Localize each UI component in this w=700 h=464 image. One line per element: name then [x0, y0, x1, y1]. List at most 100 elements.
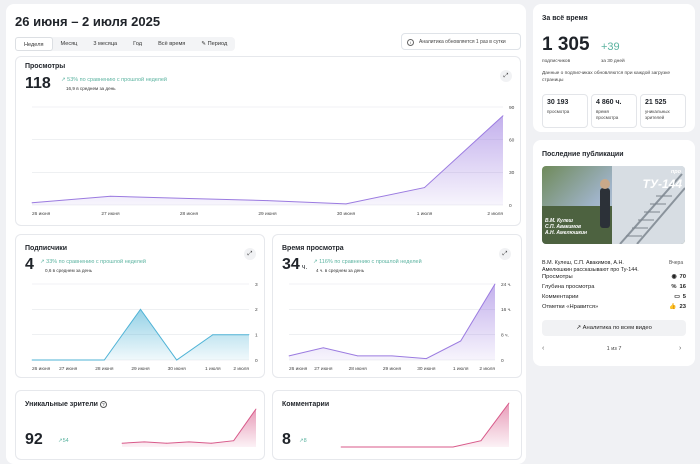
data-point	[340, 446, 342, 448]
comments-card: Комментарии 8 ↗8	[272, 390, 522, 460]
metric-label: Глубина просмотра	[542, 284, 595, 290]
arrow-up-icon: ↗	[61, 77, 66, 83]
tab-year[interactable]: Год	[133, 41, 143, 47]
video-thumbnail[interactable]: про ТУ-144 В.М. Кулеш С.П. Авакимов А.Н.…	[542, 166, 685, 244]
x-tick-label: 30 июня	[417, 366, 436, 372]
x-tick-label: 27 июня	[314, 366, 333, 372]
views-avg: 16,9 в среднем за день	[66, 86, 116, 91]
x-tick-label: 26 июня	[32, 211, 51, 217]
thumbnail-name: В.М. Кулеш	[545, 218, 574, 224]
views-title: Просмотры	[25, 63, 66, 70]
thumbnail-names: В.М. Кулеш С.П. Авакимов А.Н. Амелюшкин	[545, 218, 587, 236]
subscribers-compare: 33% по сравнению с прошлой неделей	[46, 259, 147, 265]
expand-icon[interactable]: ⤢	[500, 70, 512, 82]
data-point	[480, 440, 482, 442]
x-tick-label: 2 июля	[479, 366, 495, 372]
x-tick-label: 1 июля	[205, 366, 221, 372]
y-tick-label: 30	[509, 170, 515, 176]
tab-3-months[interactable]: 3 месяца	[93, 41, 118, 47]
prev-arrow-icon[interactable]: ‹	[542, 345, 545, 352]
comments-title: Комментарии	[282, 401, 330, 408]
data-point	[345, 203, 347, 205]
views-chart: 90 60 30 0 26 июня 27 июня 28 июня 29 июня 30 ию…	[31, 105, 515, 217]
metric-value: 23	[679, 304, 686, 310]
tab-month[interactable]: Месяц	[60, 41, 78, 47]
data-point	[452, 446, 454, 448]
subscribers-delta: +39	[601, 41, 620, 53]
data-point	[31, 359, 33, 361]
y-tick-label: 16 ч.	[501, 307, 512, 313]
arrow-up-icon: ↗	[313, 259, 318, 265]
tab-period[interactable]: ✎ Период	[193, 37, 235, 51]
metric-label: Просмотры	[542, 274, 573, 280]
all-videos-analytics-button[interactable]: ↗ Аналитика по всем видео	[542, 320, 686, 336]
expand-icon[interactable]: ⤢	[499, 248, 511, 260]
data-point	[233, 440, 235, 442]
x-tick-label: 30 июня	[168, 366, 187, 372]
data-point	[143, 441, 145, 443]
watch-time-unit: ч.	[301, 264, 308, 271]
thumbnail-art	[542, 166, 685, 244]
stat-unique: 21 525 уникальных зрителей	[640, 94, 686, 128]
series-area	[32, 309, 249, 360]
data-point	[494, 283, 496, 285]
stat-unique-label: уникальных зрителей	[645, 109, 670, 120]
data-point	[103, 359, 105, 361]
notice-text: Аналитика обновляется 1 раз в сутки	[419, 39, 506, 45]
data-point	[67, 359, 69, 361]
data-point	[210, 442, 212, 444]
trend-icon: ↗	[576, 325, 582, 331]
x-tick-label: 30 июня	[337, 211, 356, 217]
publications-title: Последние публикации	[542, 151, 624, 158]
series-area	[122, 409, 256, 447]
series-line	[121, 408, 257, 444]
stat-watch-time-value: 4 860 ч.	[596, 99, 622, 106]
help-icon[interactable]: ?	[99, 401, 107, 408]
data-point	[188, 198, 190, 199]
data-point	[424, 187, 425, 188]
x-tick-label: 29 июня	[131, 366, 150, 372]
delta-label: за 30 дней	[601, 59, 625, 64]
expand-icon[interactable]: ⤢	[244, 248, 256, 260]
thumbnail-name: А.Н. Амелюшкин	[545, 230, 588, 236]
y-tick-label: 24 ч.	[501, 282, 512, 288]
next-arrow-icon[interactable]: ›	[679, 345, 682, 352]
data-point	[460, 340, 462, 342]
page-title: 26 июня – 2 июля 2025	[15, 14, 161, 29]
all-videos-label: Аналитика по всем видео	[582, 325, 652, 331]
subscribers-total: 1 305	[542, 34, 590, 55]
video-description[interactable]: В.М. Кулеш, С.П. Авакимов, А.Н. Амелюшки…	[542, 260, 639, 273]
x-tick-label: 29 июня	[383, 366, 402, 372]
tab-week[interactable]: Неделя	[15, 37, 53, 51]
watch-time-compare: 116% по сравнению с прошлой неделей	[319, 259, 422, 265]
unique-title: Уникальные зрители	[25, 401, 98, 408]
series-area	[32, 115, 503, 205]
metric-value: 5	[682, 294, 686, 300]
main-panel: 26 июня – 2 июля 2025 Неделя Месяц 3 мес…	[6, 4, 526, 464]
data-point	[424, 446, 426, 448]
x-tick-label: 28 июня	[95, 366, 114, 372]
watch-time-chart: 24 ч. 16 ч. 8 ч. 0 26 июня 27 июня 28 июня 29 и…	[288, 282, 512, 372]
arrow-up-icon: ↗	[40, 259, 45, 265]
arrow-up-icon: ↗	[299, 438, 304, 444]
y-tick-label: 0	[501, 358, 504, 364]
metric-value: 70	[679, 274, 686, 280]
metric-label: Отметки «Нравится»	[542, 304, 599, 310]
subscribers-label: подписчиков	[542, 59, 571, 64]
y-tick-label: 0	[509, 203, 512, 209]
thumb-up-icon: 👍	[669, 304, 677, 310]
x-tick-label: 1 июля	[417, 211, 433, 217]
metric-label: Комментарии	[542, 294, 579, 300]
x-tick-label: 27 июня	[59, 366, 78, 372]
pencil-icon: ✎	[201, 41, 207, 47]
data-point	[166, 442, 168, 444]
x-tick-label: 27 июня	[101, 211, 120, 217]
views-value: 118	[25, 75, 51, 92]
data-point	[508, 402, 510, 404]
metric-row: Глубина просмотра% 16	[542, 284, 686, 290]
subscribers-chart: 3 2 1 0 26 июня 27 июня 28 июня 29 июня 30 июня 1…	[31, 282, 258, 372]
watch-time-card: Время просмотра 34 ч. ↗ 116% по сравнению…	[272, 234, 522, 378]
tab-all-time[interactable]: Всё время	[158, 41, 186, 47]
data-point	[140, 308, 141, 310]
data-point	[31, 202, 33, 204]
